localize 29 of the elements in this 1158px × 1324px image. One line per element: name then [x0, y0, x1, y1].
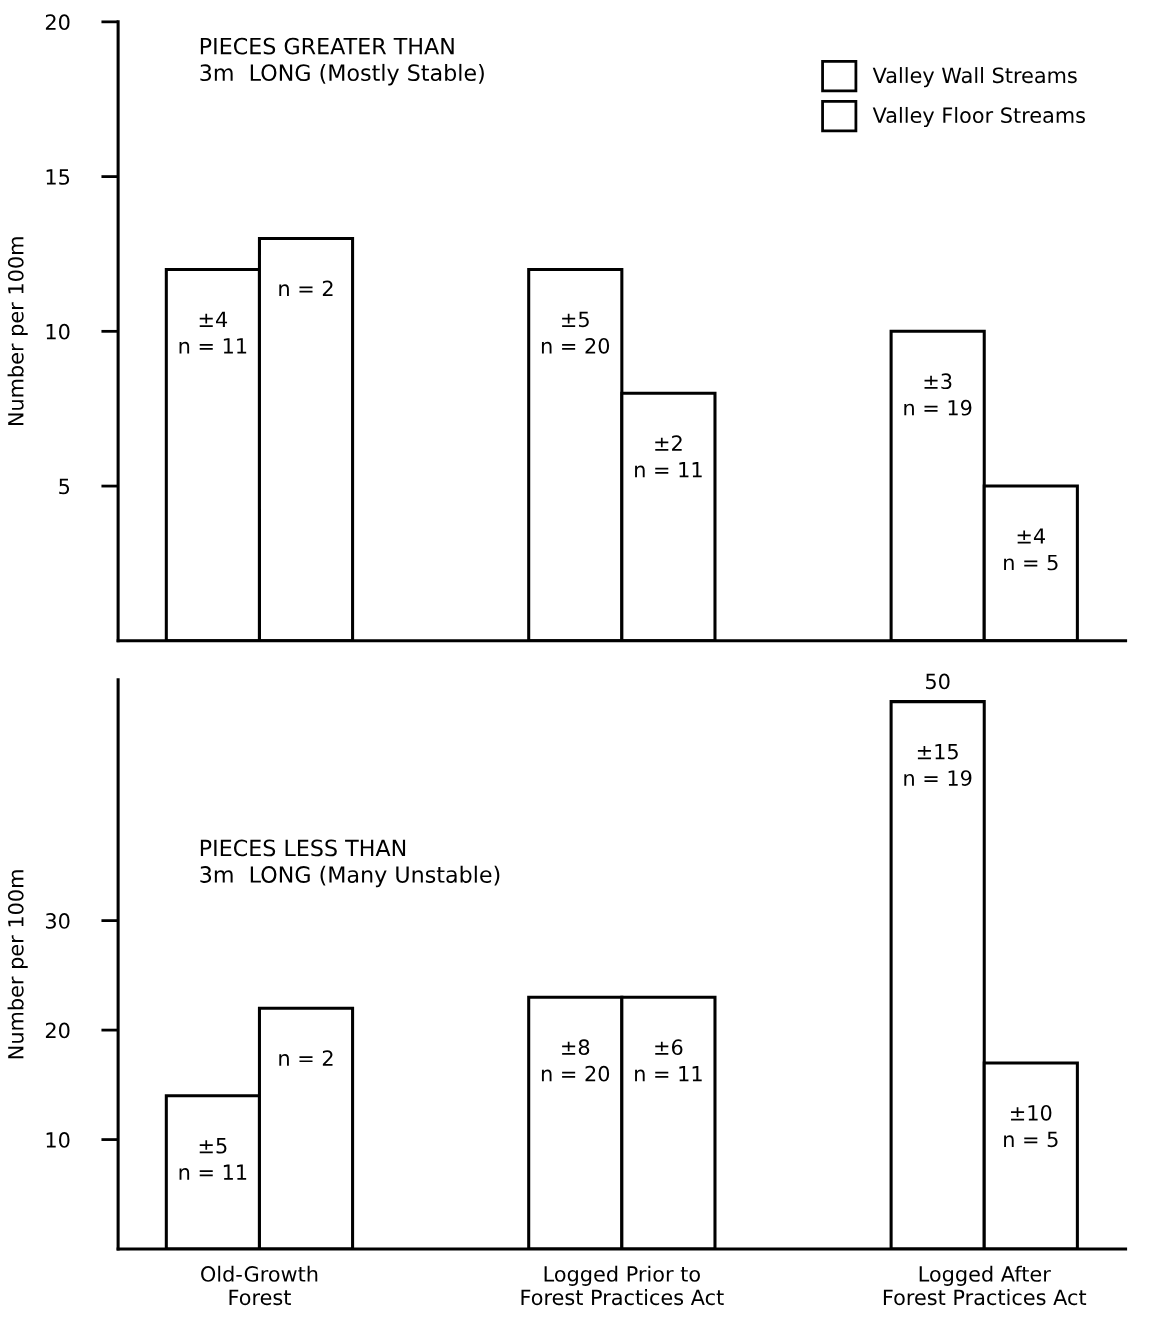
annotation: ±4 n = 11 — [179, 311, 247, 354]
y-axis-title: Number per 100m — [7, 237, 28, 426]
annotation: ±6 n = 11 — [635, 1039, 702, 1082]
y-tick-label: 20 — [45, 1022, 70, 1039]
legend-label: Valley Floor Streams — [872, 106, 1085, 128]
x-tick-label: Logged After Forest Practices Act — [883, 1265, 1087, 1306]
annotation: ±5 n = 11 — [179, 1138, 247, 1180]
annotation: n = 2 — [279, 1050, 333, 1066]
annotation: ±15 n = 19 — [904, 743, 972, 786]
annotation: 50 — [926, 673, 950, 690]
annotation: ±10 n = 5 — [1004, 1104, 1058, 1148]
x-tick-label: Logged Prior to Forest Practices Act — [521, 1265, 724, 1306]
y-tick-label: 15 — [46, 169, 70, 185]
annotation: ±8 n = 20 — [541, 1039, 610, 1082]
legend-label: Valley Wall Streams — [872, 67, 1077, 88]
annotation: ±5 n = 20 — [541, 311, 610, 354]
annotation: ±2 n = 11 — [635, 435, 702, 478]
y-tick-label: 30 — [45, 913, 70, 929]
y-tick-label: 20 — [45, 14, 70, 31]
annotation: ±4 n = 5 — [1004, 528, 1058, 571]
y-axis-title: Number per 100m — [7, 870, 28, 1059]
annotation: ±3 n = 19 — [904, 373, 972, 416]
annotation: n = 2 — [279, 280, 333, 296]
text: PIECES GREATER THAN 3m LONG (Mostly Stable) — [200, 37, 484, 86]
y-tick-label: 10 — [46, 1132, 70, 1148]
y-tick-label: 10 — [46, 323, 70, 340]
x-tick-label: Old-Growth Forest — [201, 1265, 318, 1306]
y-tick-label: 5 — [59, 478, 70, 495]
text: PIECES LESS THAN 3m LONG (Many Unstable) — [200, 839, 500, 888]
